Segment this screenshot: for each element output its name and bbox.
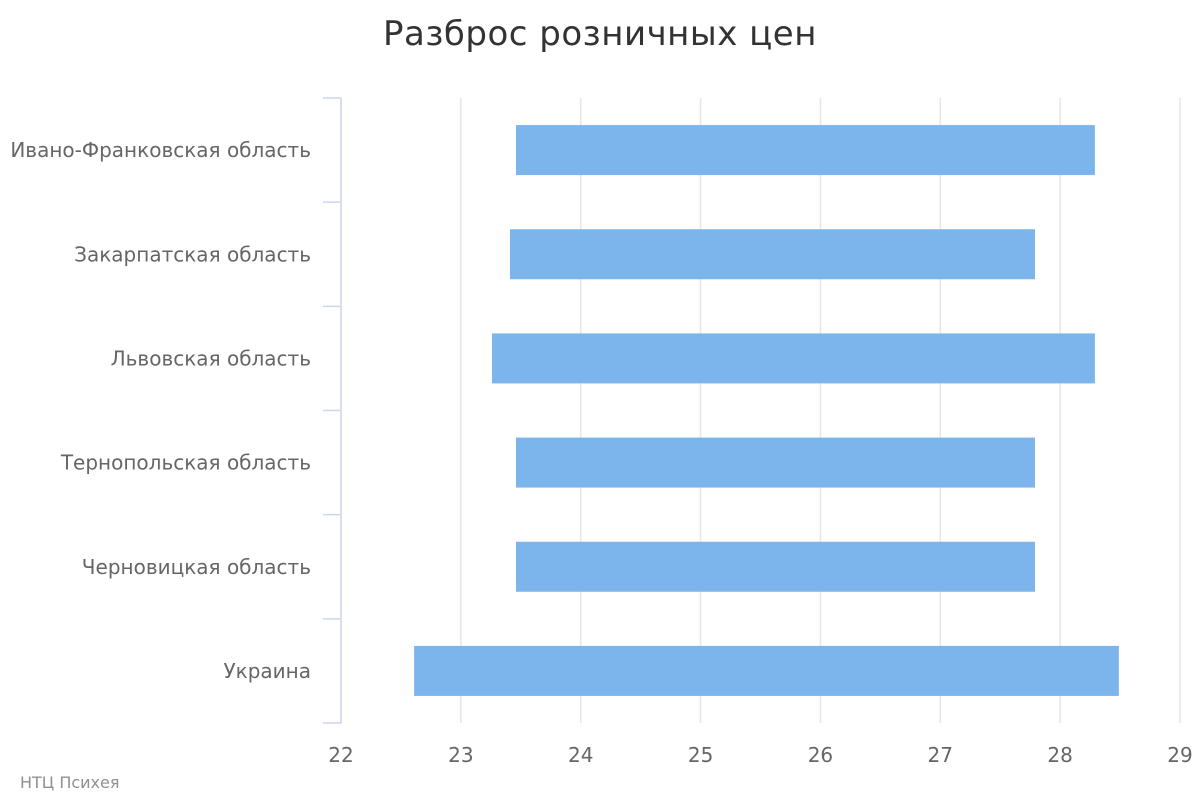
range-bar [515,125,1095,176]
category-label: Ивано-Франковская область [10,138,311,162]
x-tick-label: 27 [928,743,953,767]
x-tick-label: 24 [568,743,593,767]
x-tick-label: 22 [328,743,353,767]
x-tick-label: 25 [688,743,713,767]
chart-title: Разброс розничных цен [383,14,817,54]
range-bar [509,229,1035,280]
range-bar [515,541,1035,592]
x-tick-label: 29 [1167,743,1192,767]
category-label: Тернопольская область [60,451,311,475]
category-label: Закарпатская область [74,242,311,266]
range-bar [515,437,1035,488]
range-bar [414,645,1119,696]
category-label: Львовская область [111,346,311,370]
category-label: Украина [223,659,311,683]
x-tick-label: 28 [1047,743,1072,767]
category-label: Черновицкая область [82,555,311,579]
range-bar [492,333,1095,384]
x-tick-label: 23 [448,743,473,767]
x-tick-label: 26 [808,743,833,767]
credit-label: НТЦ Психея [20,773,120,792]
